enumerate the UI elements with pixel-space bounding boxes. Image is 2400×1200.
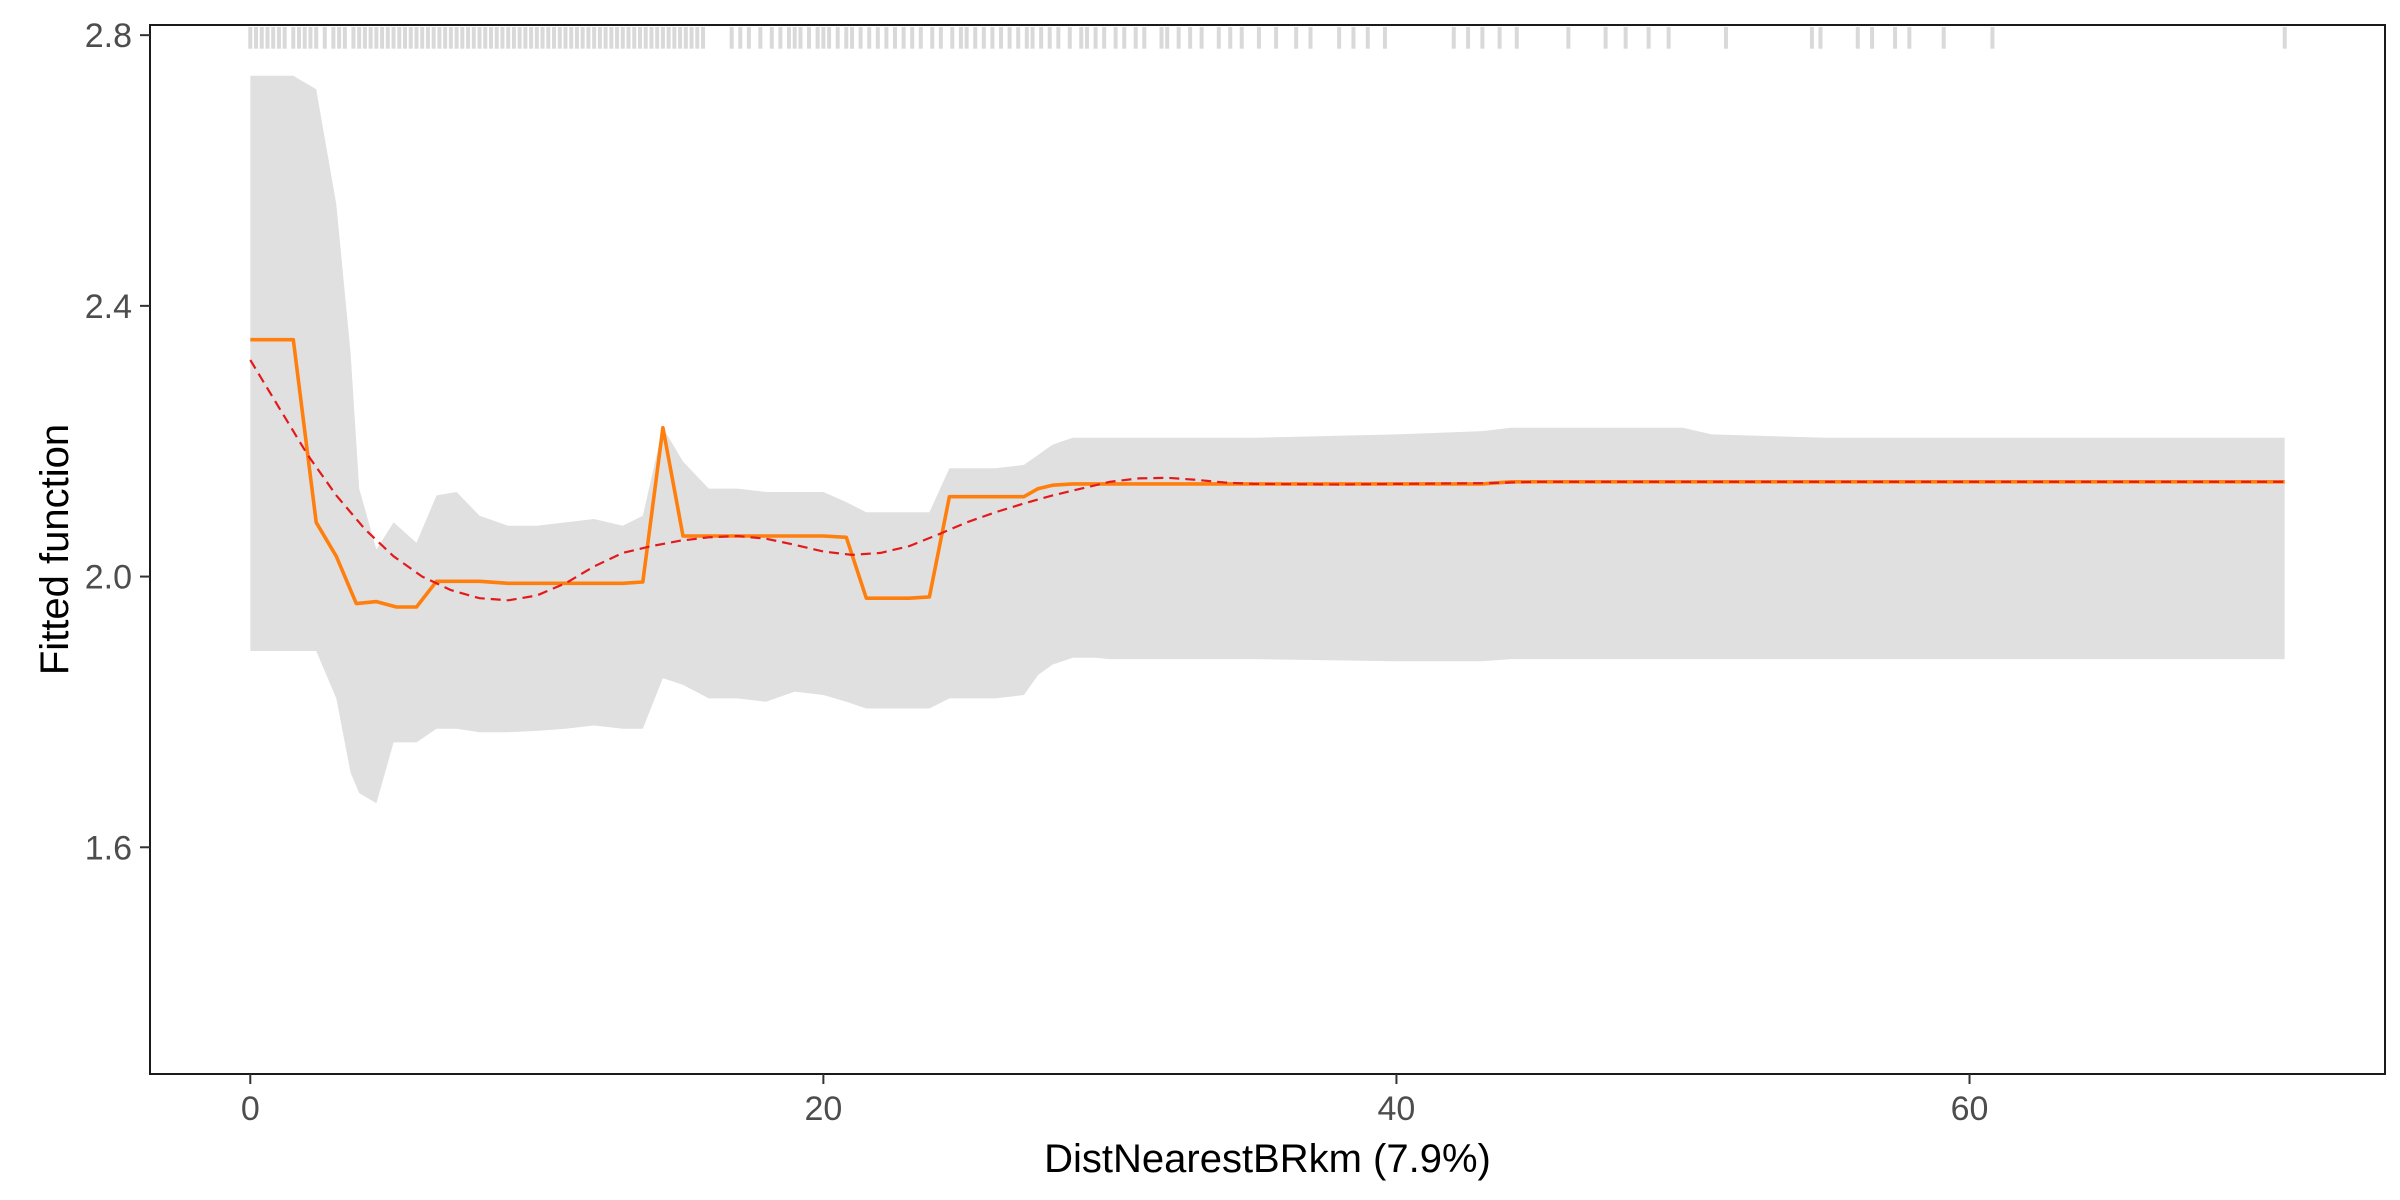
- axis-layer: 0 20 40 60 1.6 2.0 2.4 2.8: [85, 17, 1989, 1128]
- y-tick-label: 1.6: [85, 829, 132, 867]
- series-layer: [249, 337, 2285, 609]
- y-tick-label: 2.0: [85, 559, 132, 597]
- y-axis-title: Fitted function: [33, 424, 77, 675]
- confidence-band: [250, 75, 2285, 804]
- x-tick-label: 0: [241, 1090, 260, 1128]
- y-tick-label: 2.4: [85, 288, 132, 326]
- x-axis-title: DistNearestBRkm (7.9%): [1044, 1137, 1491, 1181]
- smooth-trend-line: [249, 359, 2285, 602]
- rug-layer: [248, 27, 2287, 49]
- x-tick-label: 60: [1951, 1090, 1989, 1128]
- x-tick-label: 40: [1378, 1090, 1416, 1128]
- x-tick-label: 20: [804, 1090, 842, 1128]
- confidence-band-layer: [250, 75, 2285, 804]
- y-tick-label: 2.8: [85, 17, 132, 55]
- plot-frame: [149, 24, 2386, 1075]
